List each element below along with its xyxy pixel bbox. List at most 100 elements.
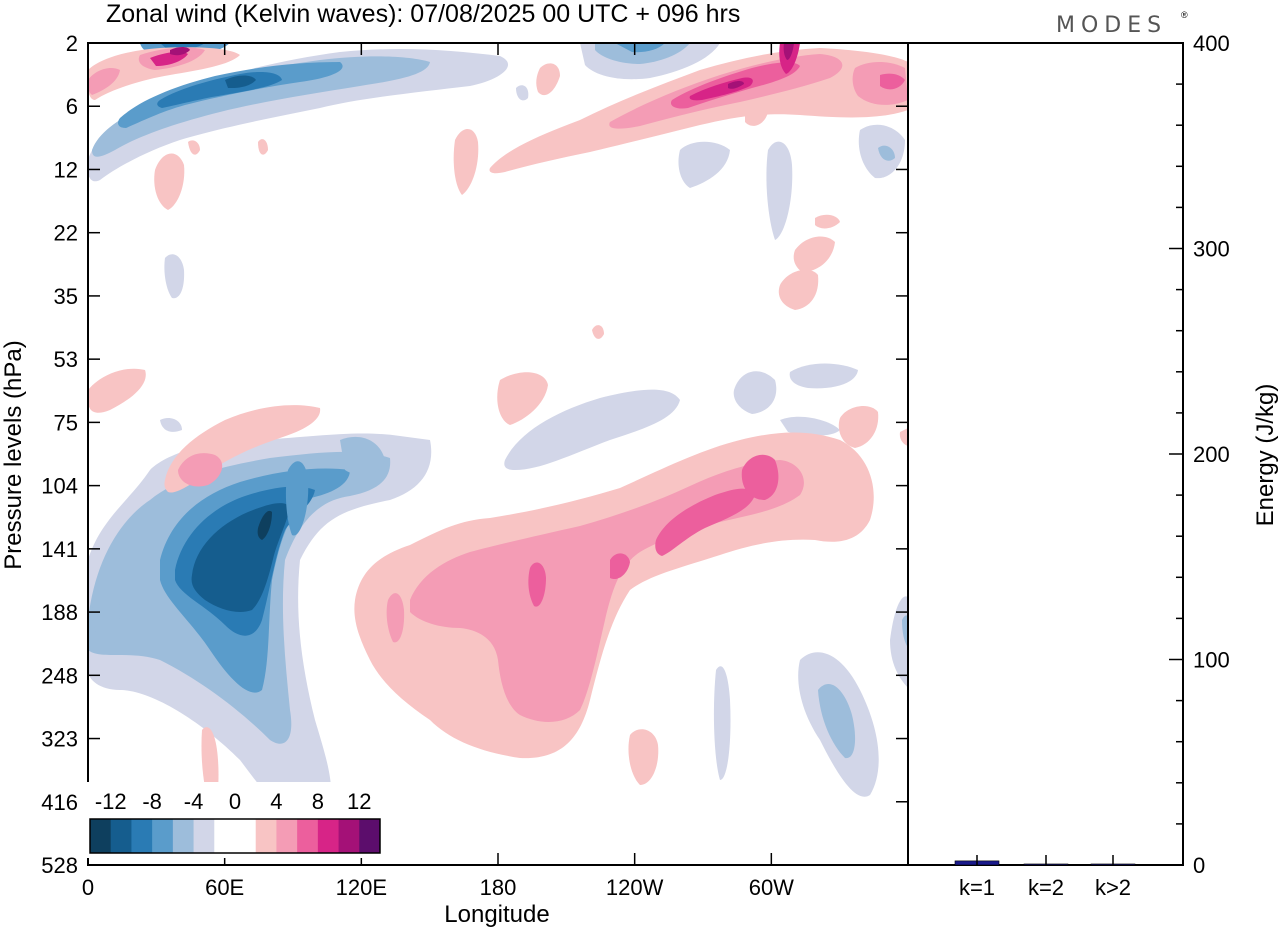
colorbar-label: 12 xyxy=(347,789,371,814)
contour-upper-pos-blob1 xyxy=(154,153,185,210)
energy-category-label: k=1 xyxy=(959,875,995,900)
x-tick-label: 120W xyxy=(606,875,664,900)
colorbar-label: 8 xyxy=(312,789,324,814)
colorbar-swatch xyxy=(131,819,153,853)
contour-upper-neg-10 xyxy=(225,75,256,88)
y-tick-label: 2 xyxy=(66,31,78,56)
contour-neg-mid-8 xyxy=(678,141,730,188)
contour-upper-pos-blob3 xyxy=(536,63,560,96)
colorbar-swatch xyxy=(110,819,132,853)
lower-easterly-region xyxy=(88,433,908,832)
contour-upper-neg-right-2 xyxy=(595,43,690,64)
contour-neg-mid-6 xyxy=(160,418,182,432)
contour-upper-neg-4 xyxy=(92,56,430,157)
contour-pos-2-e2 xyxy=(778,269,819,310)
energy-axis-label: Energy (J/kg) xyxy=(1252,384,1279,527)
colorbar-swatch xyxy=(297,819,319,853)
y-tick-label: 12 xyxy=(54,157,78,182)
y-tick-label: 104 xyxy=(41,474,78,499)
colorbar-label: 0 xyxy=(229,789,241,814)
colorbar: -12 -8 -4 0 4 8 12 xyxy=(86,782,384,858)
contour-pos-6-east xyxy=(741,454,779,500)
longitude-axis: 0 60E 120E 180 120W 60W xyxy=(82,43,794,900)
contour-pos-2-mid xyxy=(628,729,659,785)
colorbar-label: -12 xyxy=(95,789,127,814)
x-tick-label: 180 xyxy=(480,875,517,900)
colorbar-label: -4 xyxy=(184,789,204,814)
contour-pos-2-e1 xyxy=(838,406,879,448)
colorbar-swatch xyxy=(359,819,381,853)
contour-pos-2-e6 xyxy=(592,325,604,339)
contour-neg-mid-4 xyxy=(780,416,840,436)
y-tick-label: 35 xyxy=(54,284,78,309)
pressure-axis: 2 6 12 22 35 53 75 104 141 188 248 323 416 528 xyxy=(41,31,908,878)
colorbar-swatch xyxy=(152,819,174,853)
y-axis-label: Pressure levels (hPa) xyxy=(0,340,27,569)
colorbar-swatch xyxy=(214,819,236,853)
contour-pos-4-west xyxy=(386,593,405,643)
energy-category-label: k=2 xyxy=(1028,875,1064,900)
colorbar-label: 4 xyxy=(270,789,282,814)
contour-pos-6-spot-b xyxy=(610,553,630,580)
contour-neg-east-inner xyxy=(818,684,856,759)
colorbar-label: -8 xyxy=(142,789,162,814)
colorbar-swatch xyxy=(235,819,257,853)
energy-tick-label: 200 xyxy=(1193,442,1230,467)
colorbar-swatch xyxy=(193,819,215,853)
y-tick-label: 141 xyxy=(41,537,78,562)
colorbar-swatch xyxy=(172,819,195,853)
x-tick-label: 0 xyxy=(82,875,94,900)
x-tick-label: 60W xyxy=(749,875,794,900)
contour-upper-pos-blob2 xyxy=(453,128,479,195)
colorbar-border xyxy=(89,818,381,854)
contour-pos-2-e4 xyxy=(815,214,840,229)
x-tick-label: 120E xyxy=(336,875,387,900)
registered-mark: ® xyxy=(1181,10,1188,20)
y-tick-label: 323 xyxy=(41,727,78,752)
y-tick-label: 6 xyxy=(66,94,78,119)
colorbar-swatch xyxy=(276,819,298,853)
y-tick-label: 416 xyxy=(41,790,78,815)
colorbar-swatch xyxy=(255,819,277,853)
y-tick-label: 53 xyxy=(54,347,78,372)
energy-bars: k=1 k=2 k>2 xyxy=(954,855,1136,900)
contour-pos-6 xyxy=(655,488,755,556)
energy-tick-label: 400 xyxy=(1193,31,1230,56)
contour-neg-edge-inner xyxy=(902,615,908,648)
contour-neg-mid-5 xyxy=(164,254,185,299)
contour-upper-pos-left xyxy=(88,47,240,100)
y-tick-label: 22 xyxy=(54,221,78,246)
contour-upper-pos-blob6 xyxy=(745,100,768,126)
contour-upper-pos-left4 xyxy=(150,51,188,66)
contour-upper-neg-2 xyxy=(88,49,508,182)
contour-upper-pos-left5 xyxy=(170,47,190,56)
colorbar-swatch xyxy=(317,819,340,853)
energy-tick-label: 0 xyxy=(1193,853,1205,878)
contour-neg-12 xyxy=(257,510,272,540)
energy-axis: 0 100 200 300 400 xyxy=(1169,31,1230,878)
energy-panel-frame xyxy=(907,42,1184,866)
contour-upper-pos-top-inner xyxy=(783,43,794,60)
contour-upper-pos-blob4 xyxy=(188,140,200,155)
contour-neg-mid-7 xyxy=(766,141,793,240)
y-tick-label: 188 xyxy=(41,600,78,625)
contour-pos-2-west xyxy=(88,368,146,413)
contour-upper-pos-left2 xyxy=(88,68,120,95)
contour-neg-mid-3 xyxy=(789,363,858,389)
contour-neg-mid-2 xyxy=(733,371,777,414)
energy-tick-label: 100 xyxy=(1193,648,1230,673)
contour-upper-neg-right-3 xyxy=(615,43,665,53)
x-tick-label: 60E xyxy=(205,875,244,900)
colorbar-swatch xyxy=(90,819,112,853)
contour-pos-2-mid2 xyxy=(497,372,548,425)
upper-westerly-band xyxy=(88,43,908,210)
contour-pos-2-e3 xyxy=(793,236,835,272)
contour-pos-2-e5 xyxy=(899,428,908,446)
y-tick-label: 75 xyxy=(54,410,78,435)
colorbar-swatch xyxy=(338,819,360,853)
contour-upper-pos-10 xyxy=(728,81,744,89)
contour-pos-4-upper xyxy=(178,453,223,487)
lower-westerly-region xyxy=(88,214,908,834)
contour-pos-6-spot-a xyxy=(528,562,546,607)
contour-neg-mid-10 xyxy=(878,145,895,161)
